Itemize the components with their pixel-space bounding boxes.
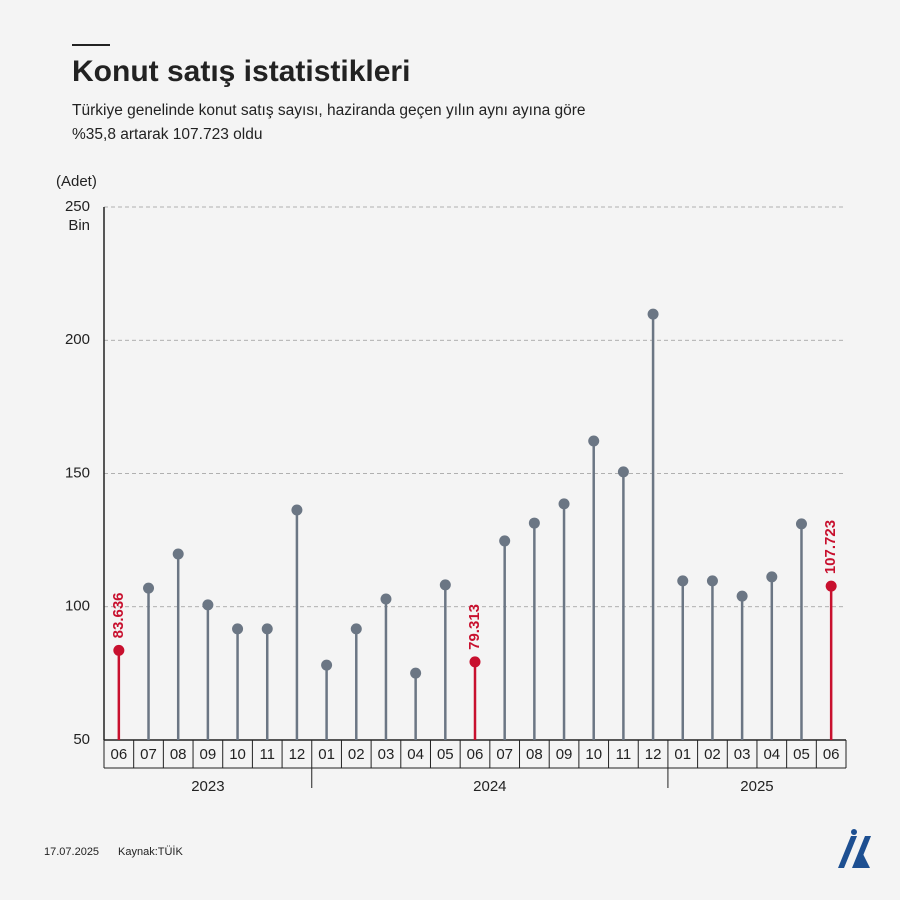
dot <box>766 571 778 583</box>
dot <box>528 517 540 529</box>
x-tick-label: 05 <box>437 746 454 763</box>
dot <box>617 466 629 478</box>
x-tick-label: 06 <box>823 746 840 763</box>
dot <box>113 644 125 656</box>
x-tick-label: 02 <box>348 746 365 763</box>
y-tick-label: 100 <box>65 598 90 615</box>
dot <box>558 498 570 510</box>
y-tick-label: 200 <box>65 331 90 348</box>
y-axis-label: (Adet) <box>56 173 97 190</box>
logo <box>838 829 871 868</box>
x-tick-label: 07 <box>140 746 157 763</box>
x-tick-label: 07 <box>496 746 513 763</box>
y-tick-label: 150 <box>65 464 90 481</box>
dot <box>677 575 689 587</box>
year-label: 2025 <box>740 778 773 795</box>
x-tick-label: 06 <box>467 746 484 763</box>
x-tick-label: 09 <box>556 746 573 763</box>
subtitle: Türkiye genelinde konut satış sayısı, ha… <box>72 102 586 143</box>
dot <box>291 504 303 516</box>
value-label: 83.636 <box>110 592 127 638</box>
dot <box>350 623 362 635</box>
year-label: 2023 <box>191 778 224 795</box>
x-tick-label: 08 <box>526 746 543 763</box>
x-tick-label: 09 <box>200 746 217 763</box>
dot <box>499 535 511 547</box>
footer-source: Kaynak:TÜİK <box>118 845 183 858</box>
x-tick-label: 03 <box>734 746 751 763</box>
dot <box>706 575 718 587</box>
x-tick-label: 10 <box>229 746 246 763</box>
dot <box>380 593 392 605</box>
dot <box>736 590 748 602</box>
dot <box>825 580 837 592</box>
dot <box>321 659 333 671</box>
x-tick-label: 10 <box>585 746 602 763</box>
footer-date: 17.07.2025 <box>44 846 99 858</box>
x-tick-label: 01 <box>318 746 335 763</box>
dot <box>261 623 273 635</box>
x-tick-label: 05 <box>793 746 810 763</box>
x-tick-label: 06 <box>110 746 127 763</box>
x-tick-label: 12 <box>645 746 662 763</box>
dot <box>469 656 481 668</box>
y-tick-label: 250 <box>65 198 90 215</box>
x-tick-label: 04 <box>763 746 780 763</box>
x-tick-label: 11 <box>616 746 632 763</box>
dot <box>232 623 244 635</box>
year-label: 2024 <box>473 778 506 795</box>
dot <box>795 518 807 530</box>
x-tick-label: 12 <box>289 746 306 763</box>
dot <box>647 308 659 320</box>
x-tick-label: 02 <box>704 746 721 763</box>
dot <box>172 548 184 560</box>
x-tick-label: 03 <box>378 746 395 763</box>
value-label: 79.313 <box>466 604 483 650</box>
value-label: 107.723 <box>822 520 839 574</box>
dot <box>439 579 451 591</box>
chart-title: Konut satış istatistikleri <box>72 55 410 88</box>
y-unit: Bin <box>68 217 90 234</box>
dot <box>143 582 155 594</box>
dot <box>410 667 422 679</box>
y-tick-label: 50 <box>73 731 90 748</box>
dot <box>202 599 214 611</box>
x-tick-label: 01 <box>674 746 691 763</box>
x-tick-label: 11 <box>259 746 275 763</box>
x-tick-label: 08 <box>170 746 187 763</box>
x-tick-label: 04 <box>407 746 424 763</box>
dot <box>588 435 600 447</box>
